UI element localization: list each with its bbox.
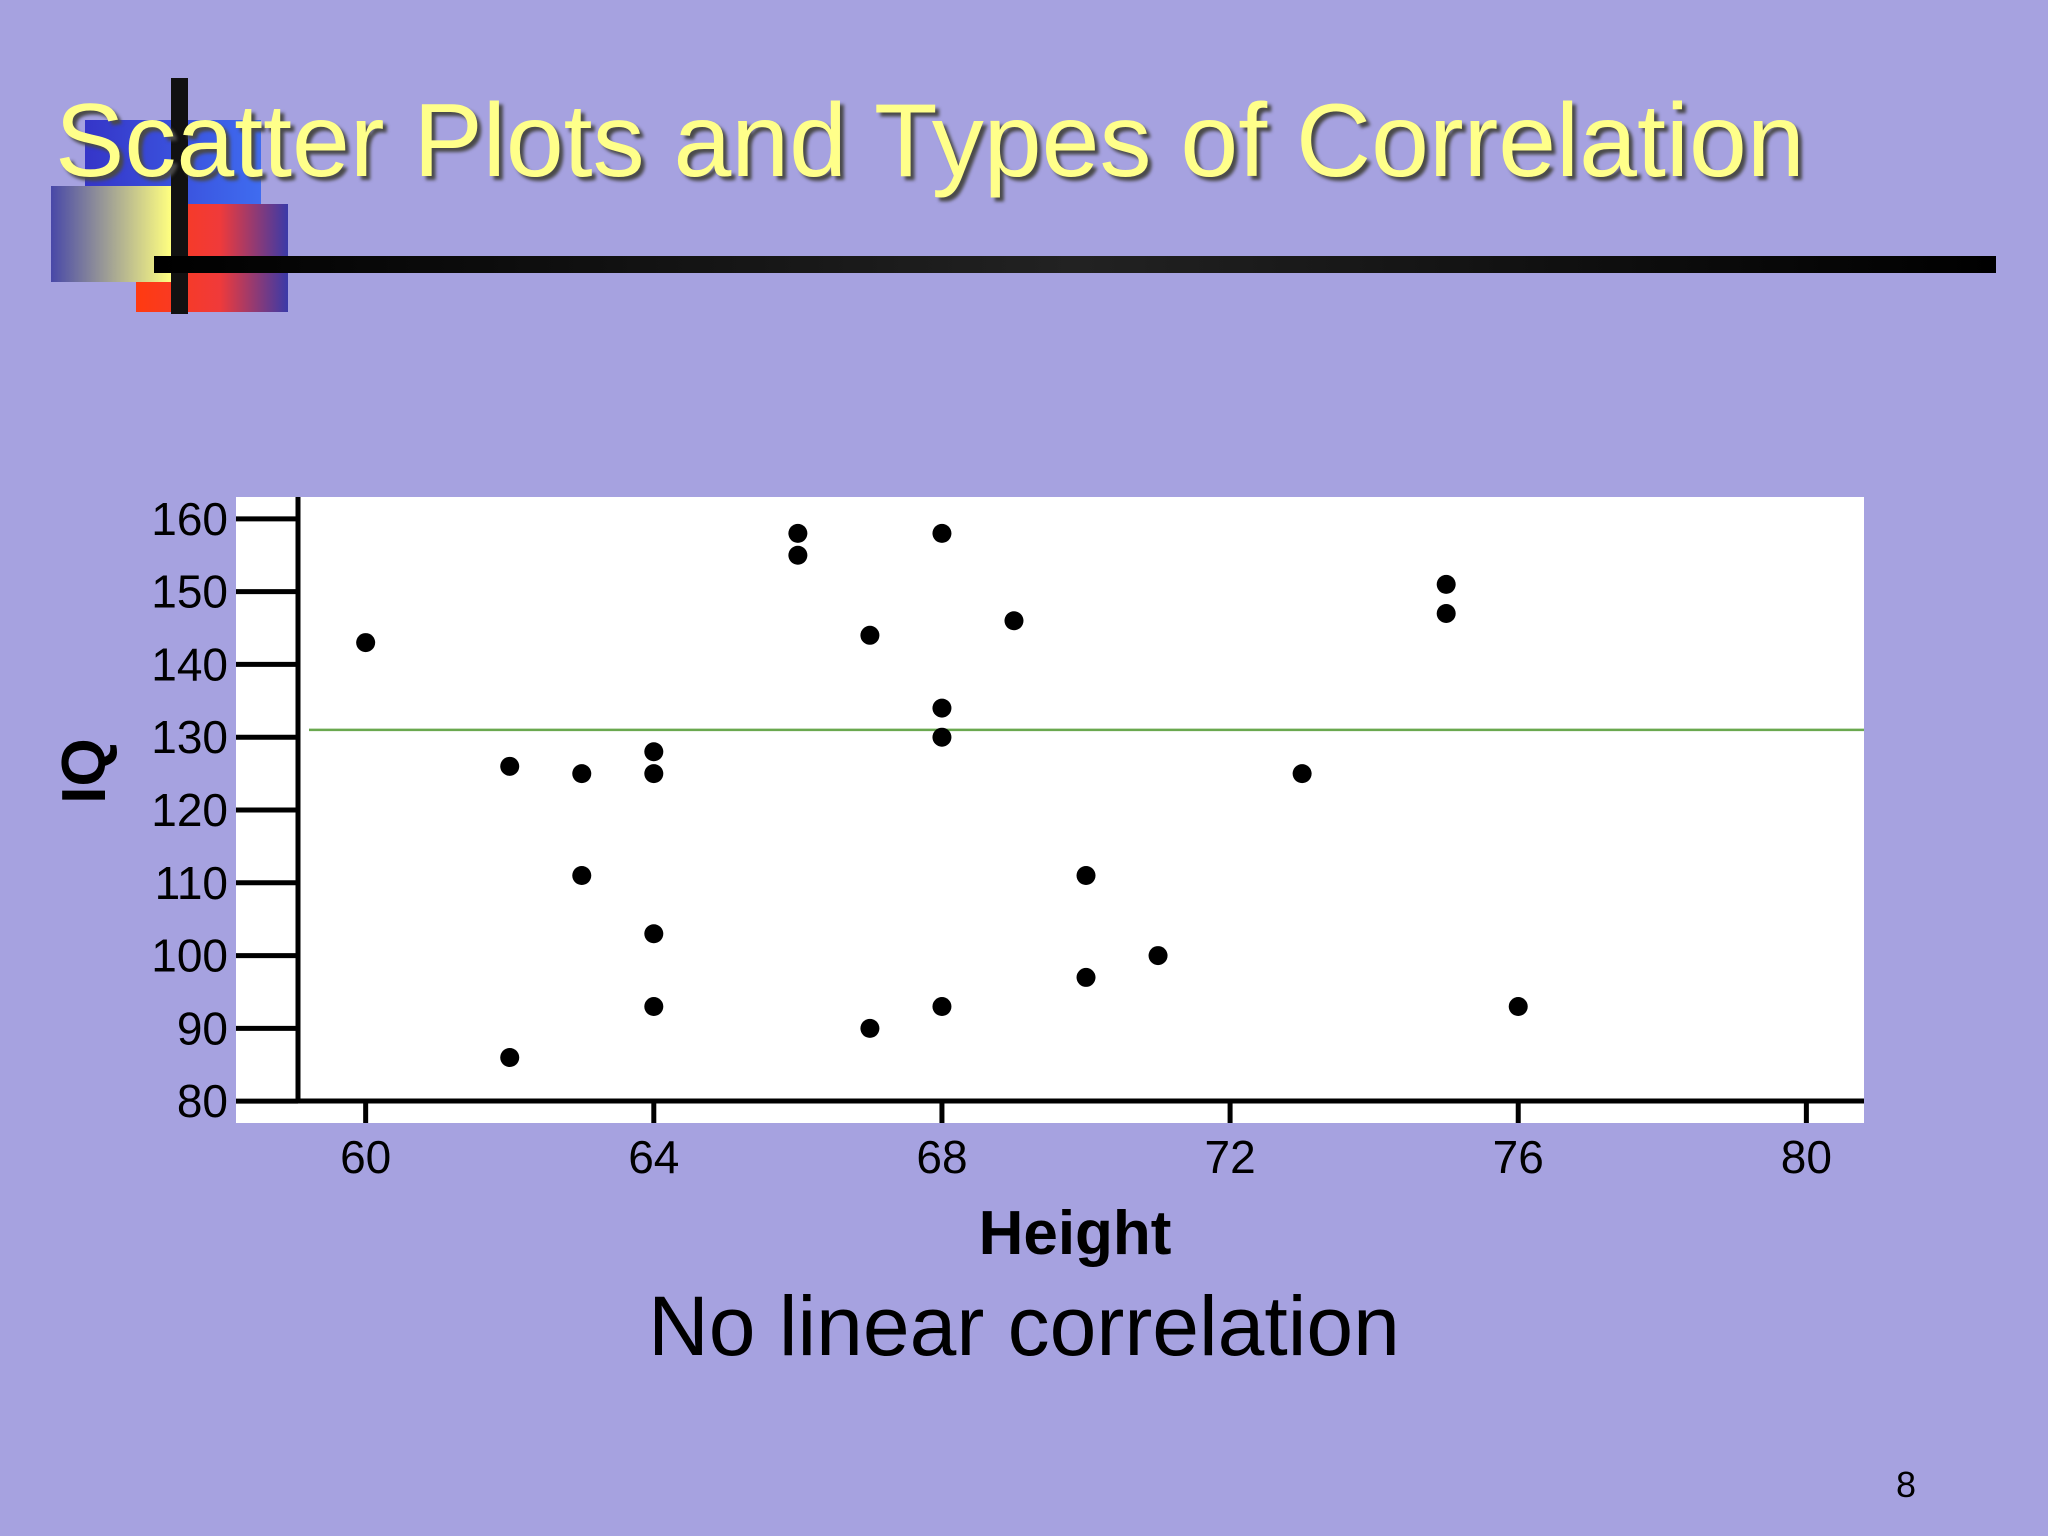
data-point-10 xyxy=(788,523,808,543)
data-point-19 xyxy=(1076,866,1096,886)
data-point-23 xyxy=(1436,574,1456,594)
slide-title: Scatter Plots and Types of Correlation xyxy=(55,83,1805,199)
title-decoration xyxy=(51,78,1996,314)
y-tick-label-80: 80 xyxy=(177,1075,228,1127)
y-tick-label-130: 130 xyxy=(151,711,228,763)
x-tick-label-64: 64 xyxy=(628,1131,679,1183)
y-tick-label-150: 150 xyxy=(151,566,228,618)
data-point-4 xyxy=(572,764,592,784)
x-tick-label-76: 76 xyxy=(1493,1131,1544,1183)
data-point-6 xyxy=(644,742,664,762)
data-point-2 xyxy=(500,756,520,776)
data-point-18 xyxy=(1004,611,1024,631)
x-tick-label-60: 60 xyxy=(340,1131,391,1183)
slide-caption: No linear correlation xyxy=(648,1279,1400,1373)
x-axis-label: Height xyxy=(979,1199,1172,1268)
y-tick-label-160: 160 xyxy=(151,493,228,545)
data-point-9 xyxy=(644,997,664,1017)
deco-yellow-block xyxy=(51,186,171,282)
data-point-16 xyxy=(932,727,952,747)
data-point-13 xyxy=(860,1018,880,1038)
plot-area xyxy=(236,497,1864,1123)
x-tick-label-80: 80 xyxy=(1781,1131,1832,1183)
data-point-14 xyxy=(932,523,952,543)
scatter-chart: 80 90 100 110 120 130 140 150 160 60 64 68 72 76 80 He… xyxy=(50,493,1864,1268)
x-tick-label-68: 68 xyxy=(916,1131,967,1183)
data-point-7 xyxy=(644,764,664,784)
title-rule xyxy=(154,256,1996,273)
deco-vertical-bar xyxy=(171,78,188,314)
y-tick-label-90: 90 xyxy=(177,1002,228,1054)
point-layer xyxy=(356,523,1528,1067)
y-tick-label-110: 110 xyxy=(155,857,228,909)
x-tick-label-72: 72 xyxy=(1205,1131,1256,1183)
data-point-25 xyxy=(1508,997,1528,1017)
data-point-5 xyxy=(572,866,592,886)
page-number: 8 xyxy=(1896,1464,1917,1505)
data-point-11 xyxy=(788,545,808,565)
data-point-3 xyxy=(500,1047,520,1067)
data-point-17 xyxy=(932,997,952,1017)
tick-label-layer: 80 90 100 110 120 130 140 150 160 60 64 68 72 76 80 xyxy=(151,493,1832,1183)
data-point-15 xyxy=(932,698,952,718)
y-tick-label-120: 120 xyxy=(151,784,228,836)
data-point-12 xyxy=(860,625,880,645)
data-point-24 xyxy=(1436,603,1456,623)
y-tick-label-100: 100 xyxy=(151,930,228,982)
data-point-22 xyxy=(1292,764,1312,784)
data-point-20 xyxy=(1076,967,1096,987)
data-point-8 xyxy=(644,924,664,944)
y-tick-label-140: 140 xyxy=(151,638,228,690)
data-point-1 xyxy=(356,633,376,653)
y-axis-label: IQ xyxy=(50,738,119,803)
data-point-21 xyxy=(1148,946,1168,966)
axis-layer xyxy=(236,497,1864,1123)
